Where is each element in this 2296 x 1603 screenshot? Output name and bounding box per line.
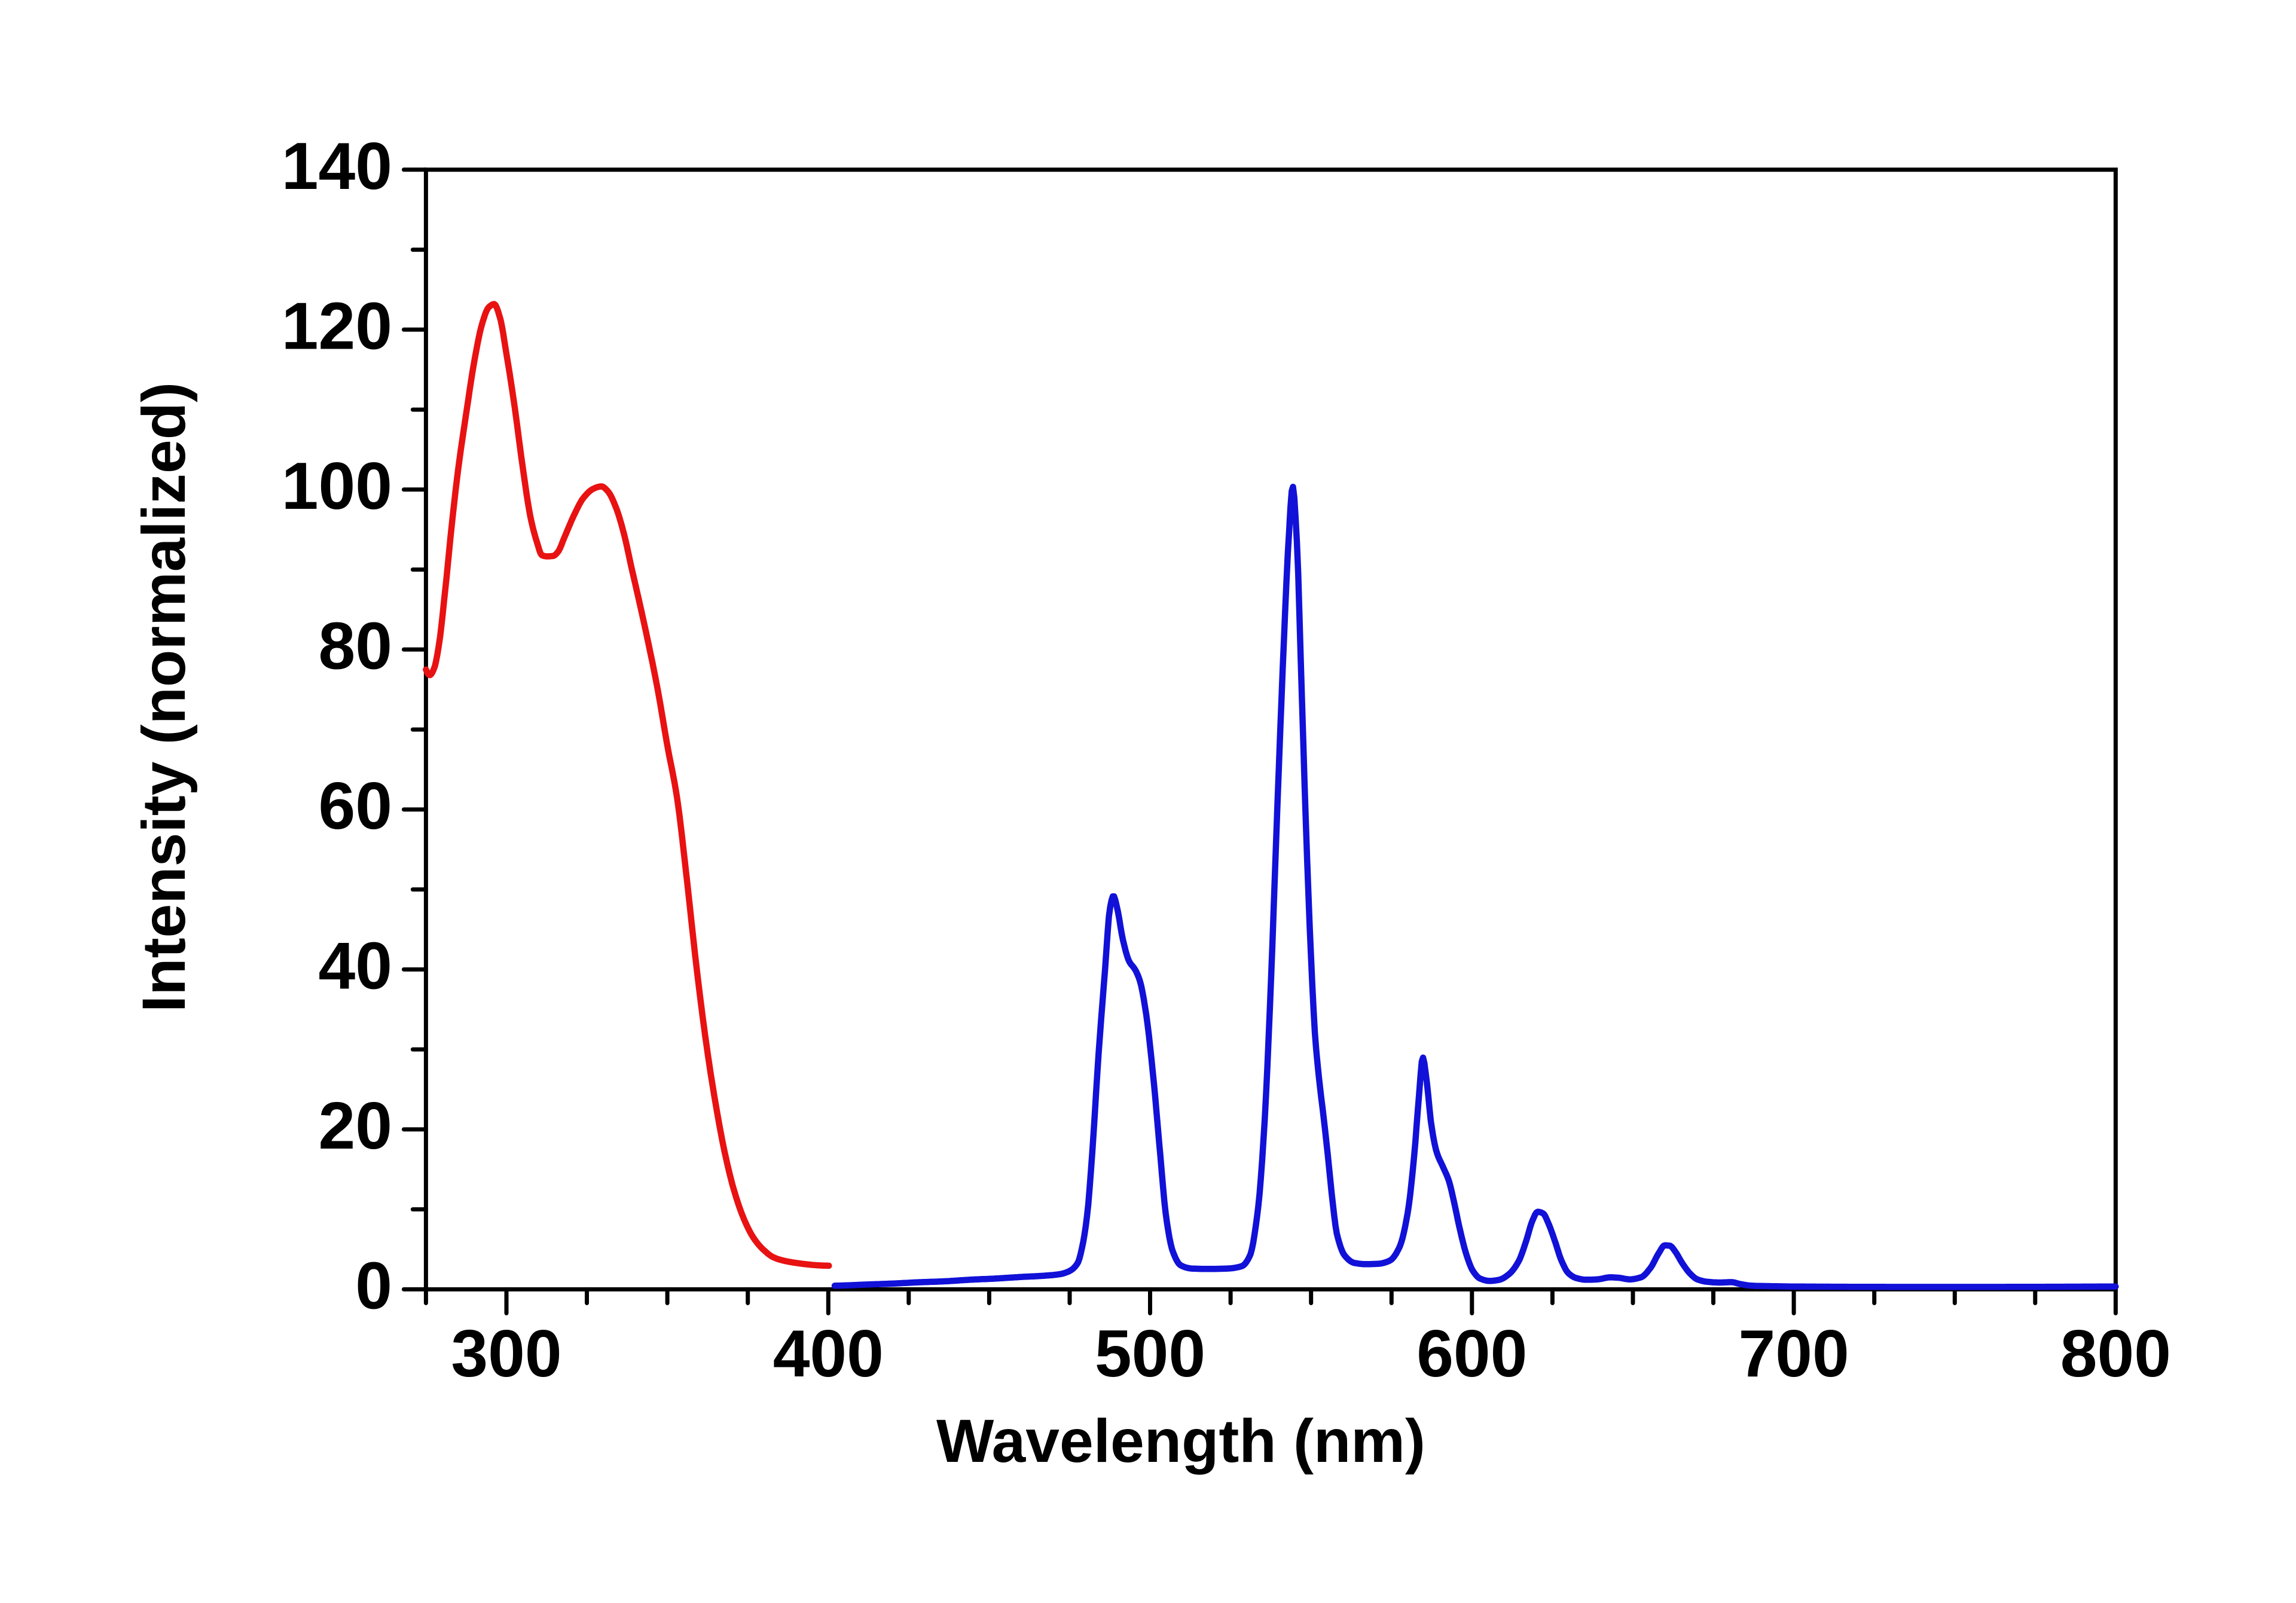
- svg-text:700: 700: [1738, 1317, 1849, 1391]
- svg-text:Wavelength (nm): Wavelength (nm): [936, 1407, 1425, 1475]
- svg-text:120: 120: [282, 289, 392, 363]
- svg-text:0: 0: [355, 1249, 392, 1323]
- svg-text:500: 500: [1095, 1317, 1205, 1391]
- svg-text:300: 300: [451, 1317, 561, 1391]
- svg-text:20: 20: [319, 1089, 392, 1163]
- svg-text:800: 800: [2060, 1317, 2171, 1391]
- svg-text:600: 600: [1416, 1317, 1527, 1391]
- svg-text:140: 140: [282, 129, 392, 203]
- svg-text:400: 400: [773, 1317, 884, 1391]
- svg-text:80: 80: [319, 609, 392, 683]
- svg-text:40: 40: [319, 929, 392, 1003]
- svg-text:60: 60: [319, 769, 392, 843]
- svg-text:100: 100: [282, 449, 392, 523]
- svg-text:Intensity (normalized): Intensity (normalized): [130, 382, 198, 1012]
